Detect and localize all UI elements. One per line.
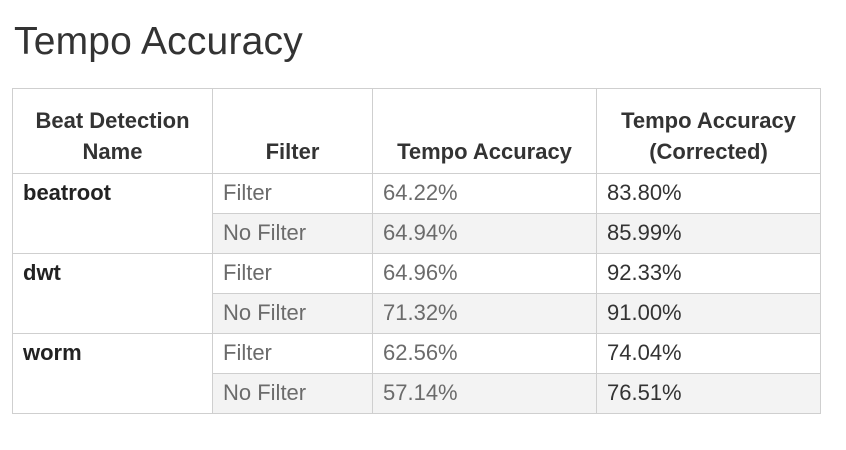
- page-title: Tempo Accuracy: [14, 20, 303, 63]
- group-name-cell: beatroot: [12, 173, 213, 254]
- filter-cell: Filter: [212, 253, 373, 294]
- tempo-accuracy-cell: 57.14%: [372, 373, 597, 414]
- table-row: No Filter 57.14% 76.51%: [13, 373, 821, 414]
- filter-cell: No Filter: [212, 293, 373, 334]
- tempo-accuracy-cell: 64.94%: [372, 213, 597, 254]
- table-row: No Filter 71.32% 91.00%: [13, 293, 821, 334]
- tempo-accuracy-corrected-cell: 92.33%: [596, 253, 821, 294]
- group-name-cell: dwt: [12, 253, 213, 334]
- filter-cell: Filter: [212, 173, 373, 214]
- header-row: Beat Detection Name Filter Tempo Accurac…: [12, 88, 821, 174]
- table-row: No Filter 64.94% 85.99%: [13, 213, 821, 254]
- tempo-accuracy-corrected-cell: 74.04%: [596, 333, 821, 374]
- group-name-cell: worm: [12, 333, 213, 414]
- table-row: dwt Filter 64.96% 92.33%: [12, 253, 821, 334]
- tempo-accuracy-corrected-cell: 85.99%: [596, 213, 821, 254]
- filter-cell: Filter: [212, 333, 373, 374]
- table-row: beatroot Filter 64.22% 83.80%: [12, 173, 821, 254]
- tempo-accuracy-cell: 64.22%: [372, 173, 597, 214]
- tempo-accuracy-corrected-cell: 83.80%: [596, 173, 821, 214]
- filter-cell: No Filter: [212, 373, 373, 414]
- column-header-filter: Filter: [212, 88, 373, 174]
- column-header-beat-detection-name: Beat Detection Name: [12, 88, 213, 174]
- tempo-accuracy-corrected-cell: 76.51%: [596, 373, 821, 414]
- tempo-accuracy-cell: 64.96%: [372, 253, 597, 294]
- column-header-tempo-accuracy-corrected: Tempo Accuracy (Corrected): [596, 88, 821, 174]
- table-row: worm Filter 62.56% 74.04%: [12, 333, 821, 414]
- filter-cell: No Filter: [212, 213, 373, 254]
- tempo-accuracy-corrected-cell: 91.00%: [596, 293, 821, 334]
- accuracy-table: Beat Detection Name Filter Tempo Accurac…: [12, 88, 821, 414]
- tempo-accuracy-cell: 71.32%: [372, 293, 597, 334]
- tempo-accuracy-cell: 62.56%: [372, 333, 597, 374]
- column-header-tempo-accuracy: Tempo Accuracy: [372, 88, 597, 174]
